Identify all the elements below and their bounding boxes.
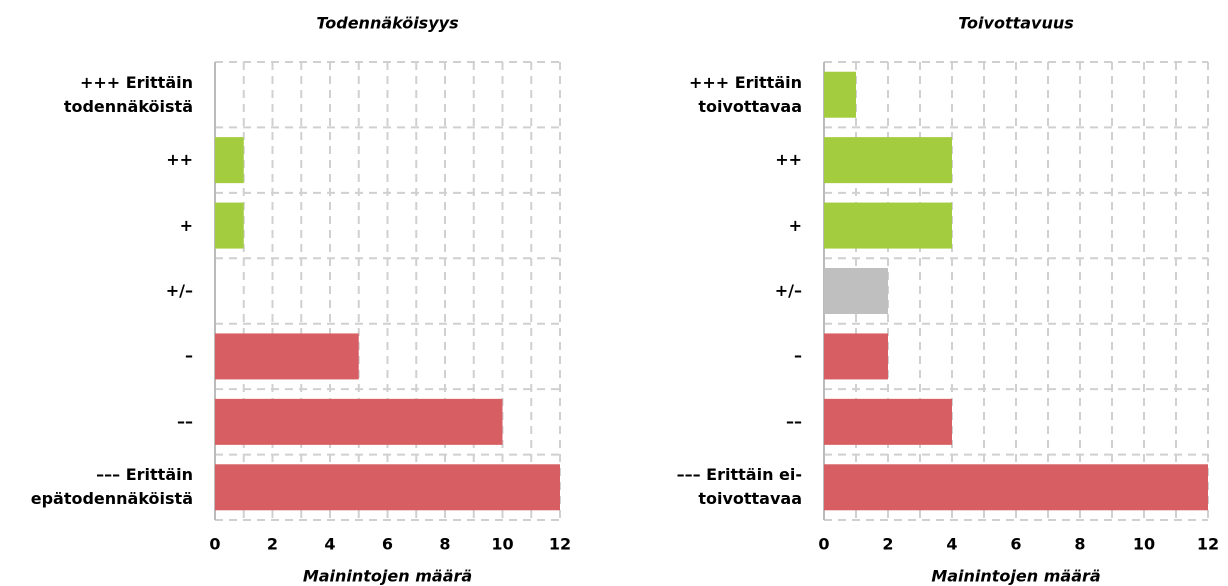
x-tick-label: 0 — [818, 535, 829, 554]
bar — [215, 137, 244, 184]
x-tick-label: 10 — [491, 535, 513, 554]
x-tick-label: 10 — [1133, 535, 1155, 554]
x-tick-label: 8 — [1074, 535, 1085, 554]
x-axis-label: Mainintojen määrä — [303, 567, 472, 586]
bar — [824, 202, 952, 249]
x-tick-label: 8 — [439, 535, 450, 554]
bar — [824, 464, 1208, 511]
x-tick-label: 2 — [267, 535, 278, 554]
x-tick-label: 2 — [882, 535, 893, 554]
category-label: + — [788, 215, 802, 235]
x-tick-label: 12 — [1197, 535, 1219, 554]
category-label: – — [185, 346, 193, 366]
x-tick-label: 12 — [549, 535, 571, 554]
chart-title: Todennäköisyys — [316, 14, 458, 33]
category-label: ++ — [166, 150, 193, 170]
bar — [824, 333, 888, 380]
bar — [824, 137, 952, 184]
category-label: + — [179, 215, 193, 235]
chart-title: Toivottavuus — [958, 14, 1074, 33]
bar — [215, 202, 244, 249]
bar — [824, 268, 888, 314]
bar — [824, 398, 952, 445]
bar — [824, 71, 856, 118]
category-label: ++ — [775, 150, 802, 170]
x-tick-label: 4 — [324, 535, 335, 554]
category-label: – — [794, 346, 802, 366]
x-tick-label: 0 — [209, 535, 220, 554]
x-axis-label: Mainintojen määrä — [931, 567, 1100, 586]
category-label: –– — [786, 411, 802, 431]
category-label: +++ Erittäin toivottavaa — [688, 72, 802, 116]
x-tick-label: 4 — [946, 535, 957, 554]
category-label: ––– Erittäin ei-toivottavaa — [676, 465, 802, 509]
x-tick-label: 6 — [1010, 535, 1021, 554]
category-label: ––– Erittäin epätodennäköistä — [30, 465, 193, 509]
bar — [215, 464, 560, 511]
category-label: +++ Erittäin todennäköistä — [63, 72, 193, 116]
category-label: +/– — [774, 281, 802, 300]
category-label: +/– — [165, 281, 193, 300]
x-tick-label: 6 — [382, 535, 393, 554]
bar — [215, 398, 503, 445]
bar — [215, 333, 359, 380]
category-label: –– — [177, 411, 193, 431]
